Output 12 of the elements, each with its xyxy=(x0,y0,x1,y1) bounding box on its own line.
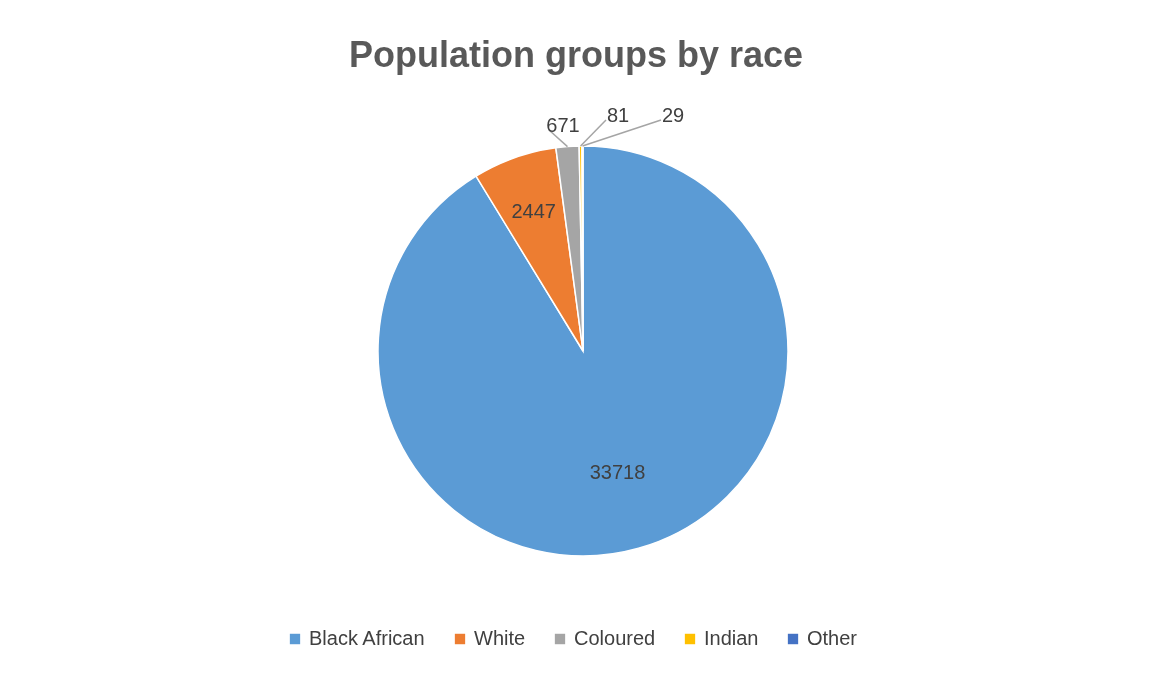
chart-title: Population groups by race xyxy=(348,34,804,75)
data-label: 81 xyxy=(606,104,630,126)
data-label: 2447 xyxy=(511,199,556,222)
data-label: 33718 xyxy=(589,461,646,484)
legend-label: Indian xyxy=(704,627,759,649)
data-label: 29 xyxy=(661,104,685,126)
data-label: 671 xyxy=(546,114,580,136)
pie-slice xyxy=(377,145,789,557)
legend-label: Coloured xyxy=(574,627,656,649)
legend-label: White xyxy=(474,627,526,649)
legend-label: Black African xyxy=(309,627,425,649)
legend-label: Other xyxy=(807,627,858,649)
